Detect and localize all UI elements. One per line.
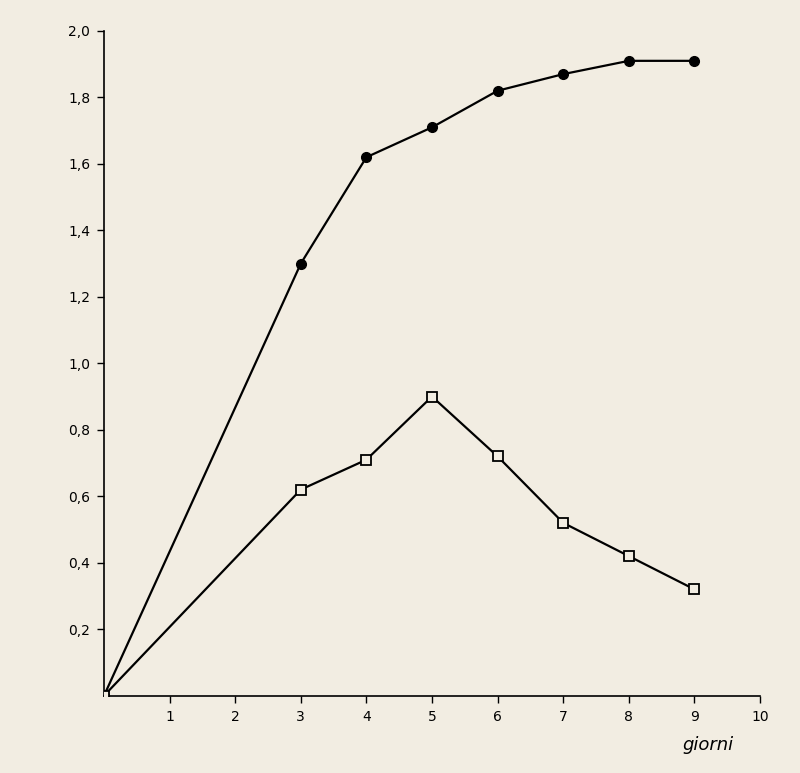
X-axis label: giorni: giorni [682,736,733,754]
